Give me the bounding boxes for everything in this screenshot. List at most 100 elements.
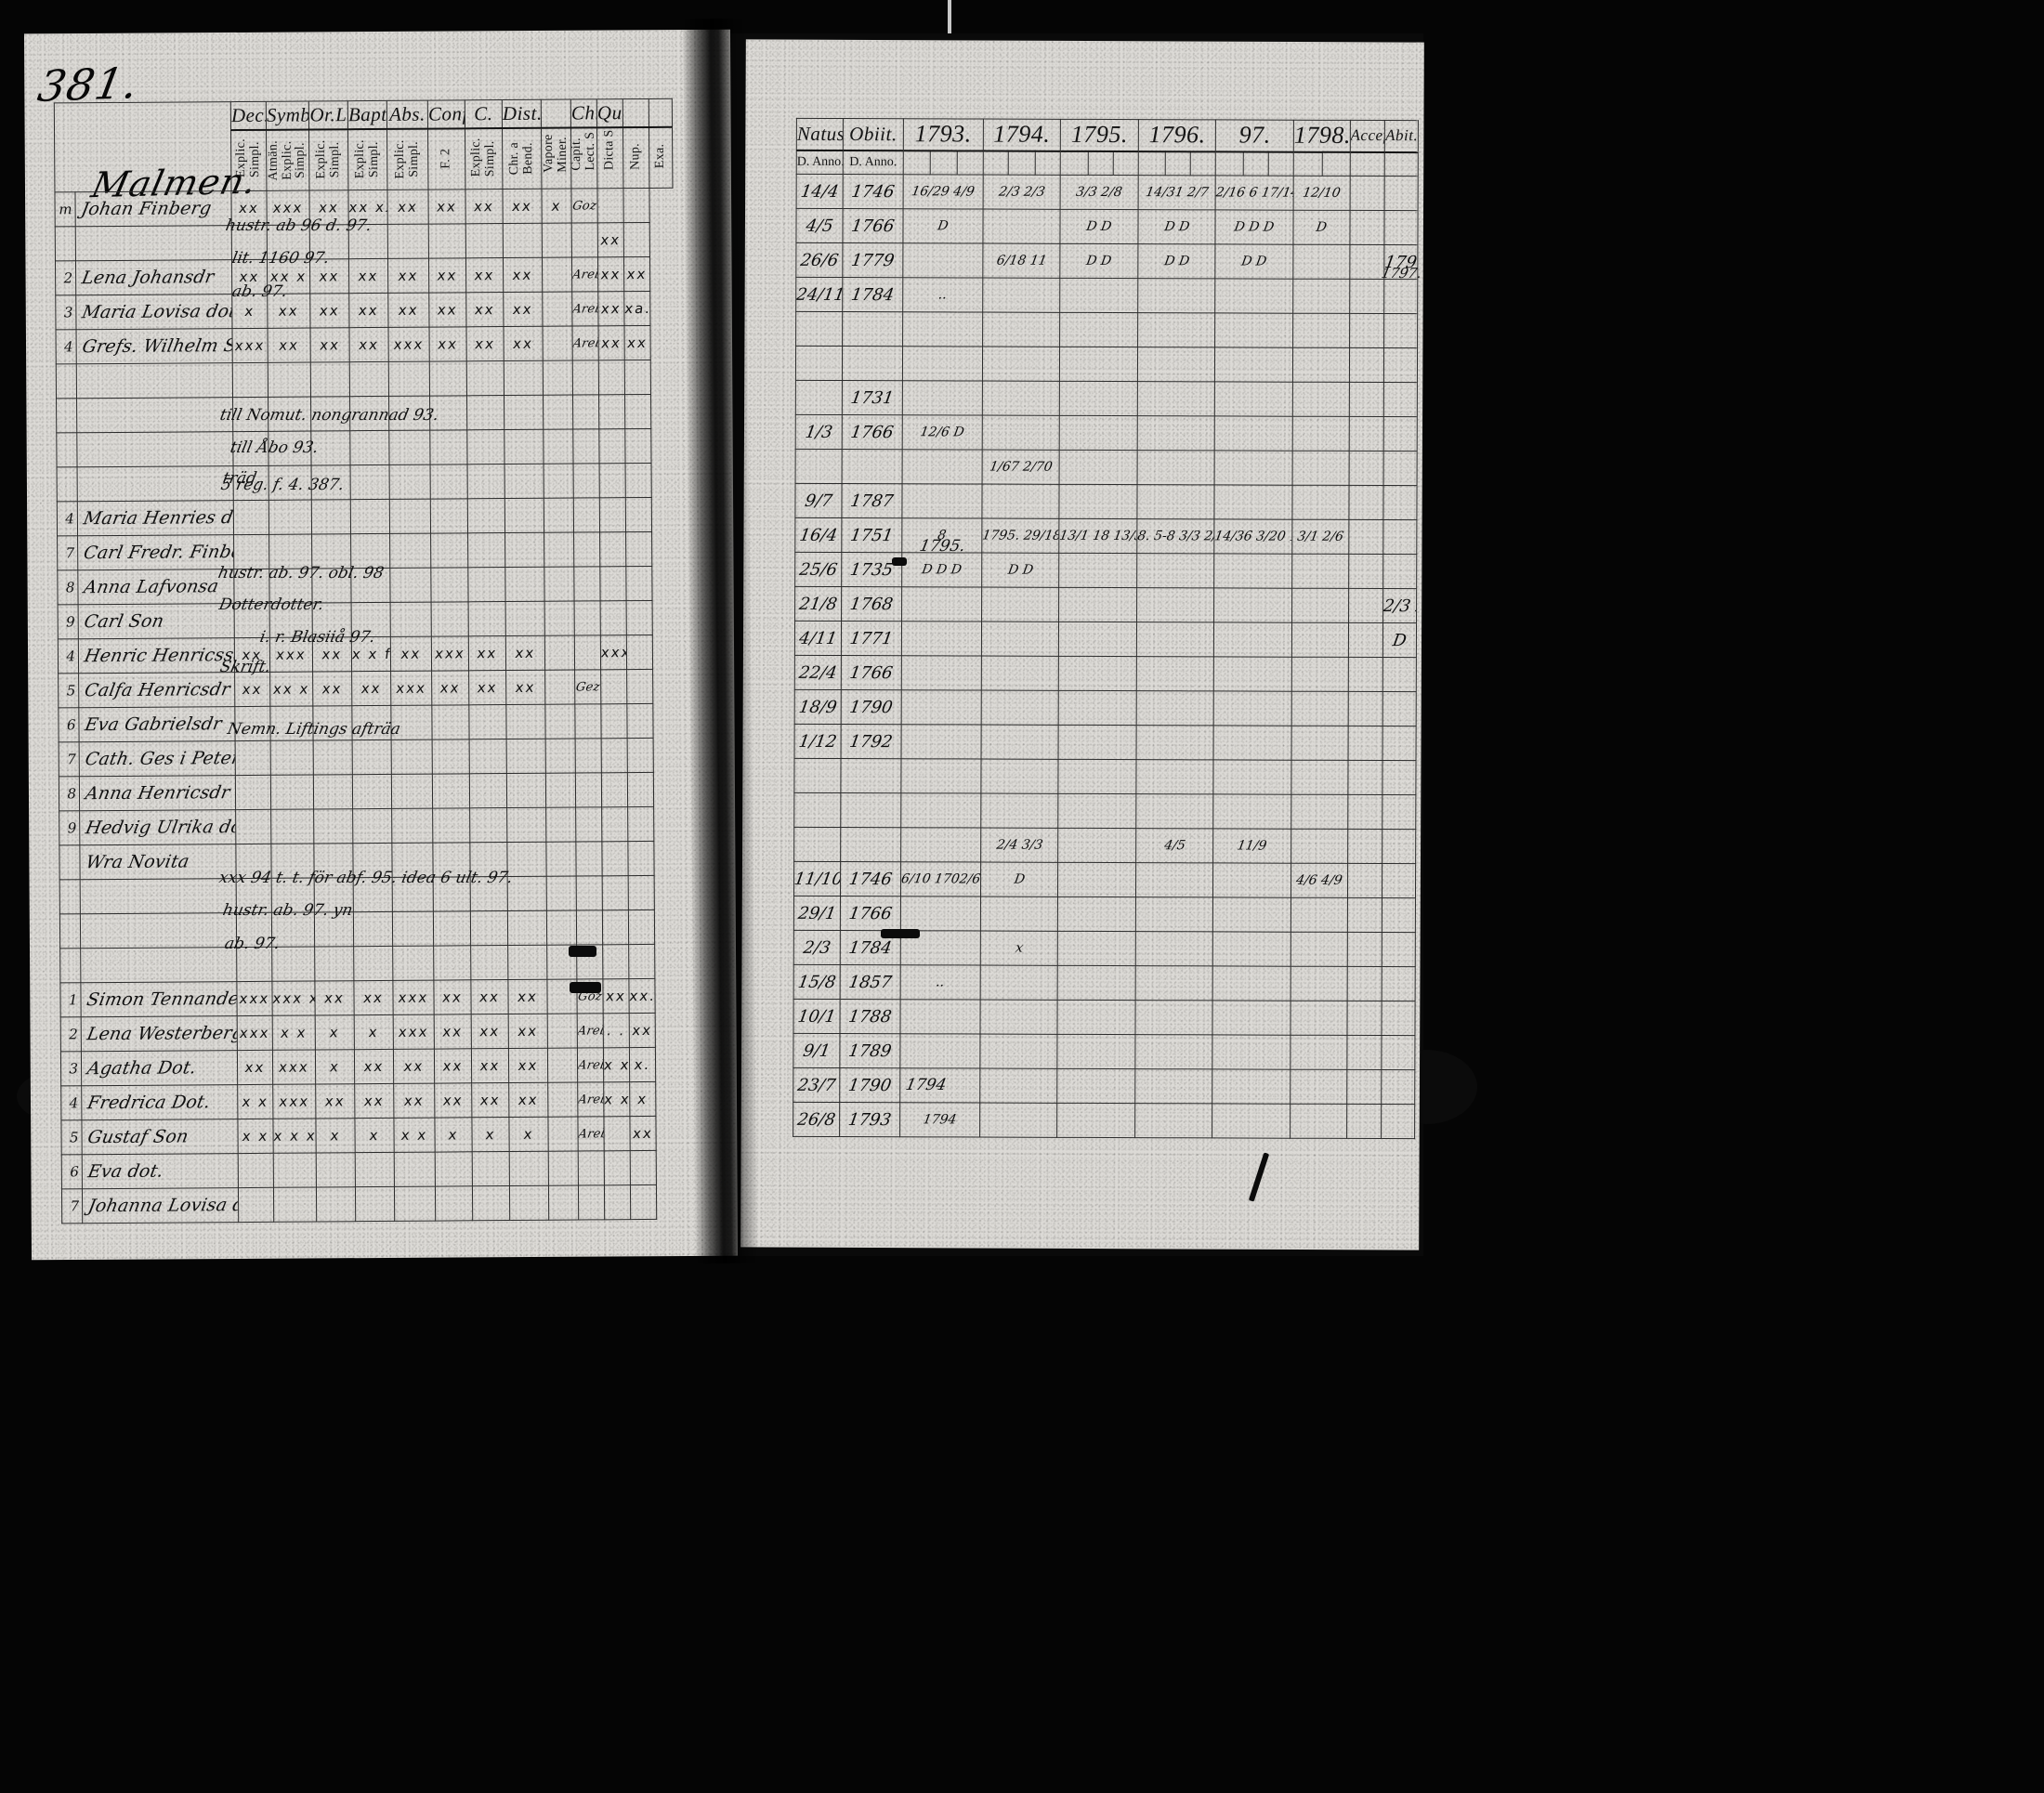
attendance-cell[interactable]: x x	[393, 1118, 436, 1153]
attendance-cell[interactable]	[544, 635, 575, 671]
table-row[interactable]	[56, 428, 698, 467]
year-1794-cell[interactable]	[981, 415, 1060, 451]
year-1794-cell[interactable]: 6/18 11	[982, 243, 1061, 279]
abit-cell[interactable]	[1383, 485, 1418, 520]
attendance-cell[interactable]: xx	[623, 325, 651, 360]
attendance-cell[interactable]	[394, 1186, 436, 1222]
attendance-cell[interactable]	[235, 740, 271, 776]
accef-cell[interactable]	[1348, 622, 1383, 658]
natus-year-cell[interactable]: 1789	[840, 1033, 900, 1068]
year-97-cell[interactable]: 11/9	[1213, 828, 1291, 864]
natus-day-cell[interactable]: 4/11	[794, 621, 842, 656]
year-1796-cell[interactable]	[1136, 553, 1215, 588]
table-row[interactable]: 9 Carl Son	[58, 600, 699, 639]
year-1798-cell[interactable]	[1292, 313, 1350, 348]
natus-day-cell[interactable]	[793, 827, 841, 862]
attendance-cell[interactable]	[316, 1186, 356, 1222]
natus-year-cell[interactable]: 1857	[840, 964, 901, 1000]
accef-cell[interactable]	[1346, 1104, 1382, 1139]
attendance-cell[interactable]	[235, 844, 272, 879]
year-1793-cell[interactable]	[902, 242, 983, 279]
year-1795-cell[interactable]	[1058, 587, 1137, 622]
attendance-cell[interactable]	[233, 465, 269, 501]
attendance-cell[interactable]	[503, 223, 543, 258]
attendance-cell[interactable]	[578, 1184, 605, 1221]
table-row[interactable]: 7 Carl Fredr. Finbergs Son	[57, 531, 699, 570]
year-97-cell[interactable]	[1213, 759, 1292, 795]
abit-cell[interactable]: 1797.	[1384, 244, 1418, 280]
attendance-cell[interactable]	[468, 704, 507, 739]
year-1798-cell[interactable]	[1291, 657, 1349, 692]
attendance-cell[interactable]	[544, 464, 574, 499]
accef-cell[interactable]	[1348, 485, 1384, 520]
attendance-cell[interactable]: xxx	[393, 1014, 435, 1050]
attendance-cell[interactable]	[542, 292, 572, 327]
table-row[interactable]: 1731	[795, 380, 1418, 417]
attendance-cell[interactable]	[627, 806, 654, 842]
year-1795-cell[interactable]	[1059, 484, 1137, 519]
attendance-cell[interactable]: x x	[603, 1081, 630, 1117]
attendance-cell[interactable]: x	[315, 1049, 355, 1084]
attendance-cell[interactable]	[234, 603, 270, 638]
attendance-cell[interactable]	[310, 361, 350, 398]
year-1795-cell[interactable]	[1059, 312, 1138, 347]
year-1793-cell[interactable]	[900, 930, 981, 966]
table-row[interactable]: 1/3 1766 12/6 D	[795, 414, 1418, 452]
abit-cell[interactable]	[1381, 1069, 1415, 1105]
attendance-cell[interactable]: x	[354, 1014, 394, 1050]
attendance-cell[interactable]	[311, 533, 351, 569]
accef-cell[interactable]	[1348, 451, 1384, 486]
attendance-cell[interactable]	[602, 875, 629, 910]
year-1796-cell[interactable]	[1137, 415, 1215, 451]
person-name-cell[interactable]: Grefs. Wilhelm Son	[76, 328, 233, 364]
year-1795-cell[interactable]	[1058, 622, 1137, 657]
year-1793-cell[interactable]	[902, 380, 983, 416]
accef-cell[interactable]	[1346, 1069, 1382, 1105]
attendance-cell[interactable]	[316, 1152, 356, 1187]
natus-day-cell[interactable]: 16/4	[794, 517, 843, 553]
year-1796-cell[interactable]	[1135, 862, 1214, 897]
attendance-cell[interactable]	[599, 463, 626, 498]
attendance-cell[interactable]	[599, 531, 626, 567]
person-name-cell[interactable]	[77, 465, 234, 502]
year-1796-cell[interactable]	[1136, 484, 1215, 519]
attendance-cell[interactable]: x x	[272, 1014, 316, 1051]
attendance-cell[interactable]	[389, 568, 432, 603]
year-1795-cell[interactable]	[1057, 1034, 1135, 1069]
year-1794-cell[interactable]	[980, 725, 1059, 760]
table-row[interactable]: 10/1 1788	[793, 999, 1416, 1036]
year-1796-cell[interactable]	[1135, 793, 1214, 829]
person-name-cell[interactable]	[76, 362, 233, 399]
attendance-cell[interactable]	[505, 704, 546, 739]
attendance-cell[interactable]	[547, 1082, 578, 1118]
attendance-cell[interactable]	[627, 772, 654, 807]
accef-cell[interactable]	[1346, 1001, 1382, 1036]
attendance-cell[interactable]	[466, 395, 504, 430]
year-1795-cell[interactable]: D D	[1060, 243, 1138, 279]
year-1793-cell[interactable]	[900, 724, 981, 760]
attendance-cell[interactable]	[572, 394, 599, 430]
attendance-cell[interactable]: xx	[427, 189, 466, 225]
attendance-cell[interactable]	[429, 429, 468, 465]
attendance-cell[interactable]	[470, 910, 508, 946]
table-row[interactable]: 9/7 1787	[794, 483, 1418, 520]
attendance-cell[interactable]: xx	[309, 327, 350, 363]
attendance-cell[interactable]	[598, 394, 625, 429]
person-name-cell[interactable]: Anna Lafvonsa	[77, 569, 235, 605]
person-name-cell[interactable]	[76, 397, 233, 433]
table-row[interactable]	[56, 394, 698, 433]
natus-day-cell[interactable]: 22/4	[794, 655, 842, 690]
attendance-cell[interactable]: xx	[465, 257, 504, 293]
table-row[interactable]: 6 Eva dot.	[61, 1150, 702, 1189]
attendance-cell[interactable]: xx	[471, 1014, 509, 1049]
attendance-cell[interactable]: xx	[465, 189, 504, 224]
table-row[interactable]: 1 Simon Tennander xxx xxx xx xx xx xxx xx xx xx Go…	[59, 978, 701, 1017]
attendance-cell[interactable]	[238, 1153, 274, 1188]
attendance-cell[interactable]	[352, 774, 392, 809]
attendance-cell[interactable]	[310, 396, 350, 432]
attendance-cell[interactable]: . .	[603, 1013, 630, 1048]
year-1794-cell[interactable]	[980, 896, 1058, 932]
attendance-cell[interactable]	[352, 739, 392, 775]
attendance-cell[interactable]	[604, 1150, 631, 1185]
attendance-cell[interactable]: xx	[629, 1013, 656, 1048]
